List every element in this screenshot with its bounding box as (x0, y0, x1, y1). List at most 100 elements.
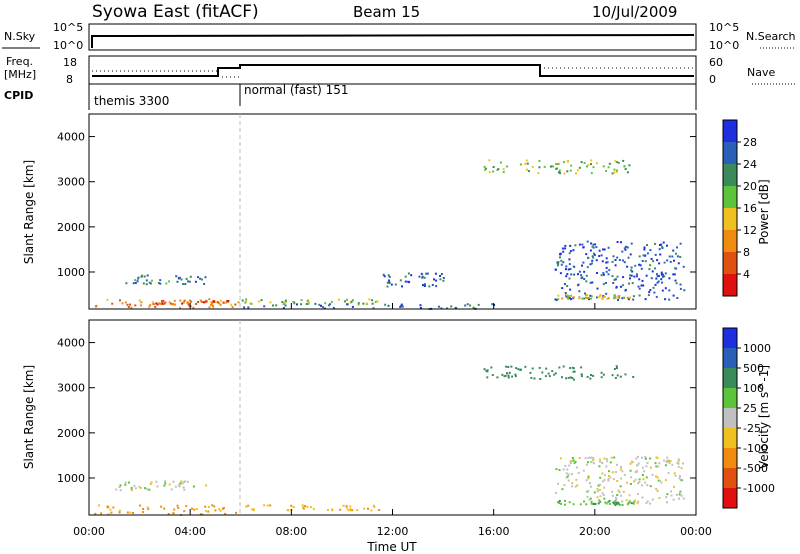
scatter-cell (524, 162, 527, 165)
y-tick-label: 2000 (57, 221, 85, 234)
scatter-cell (678, 477, 681, 480)
scatter-cell (642, 478, 645, 481)
scatter-cell (585, 503, 588, 506)
colorbar-swatch (723, 488, 737, 508)
scatter-cell (566, 468, 569, 471)
scatter-cell (634, 499, 636, 502)
scatter-cell (602, 165, 605, 168)
scatter-cell (580, 274, 583, 277)
scatter-cell (191, 507, 194, 510)
scatter-cell (260, 299, 263, 302)
scatter-cell (106, 298, 109, 301)
colorbar-swatch (723, 388, 737, 408)
scatter-cell (483, 165, 486, 168)
scatter-cell (185, 277, 188, 280)
scatter-cell (222, 507, 225, 510)
scatter-cell (383, 275, 386, 278)
scatter-cell (612, 282, 615, 284)
scatter-cell (559, 256, 561, 259)
scatter-cell (651, 473, 654, 476)
x-axis-label: Time UT (366, 540, 417, 554)
scatter-cell (362, 302, 365, 305)
scatter-cell (557, 482, 559, 485)
colorbar-label: 25 (743, 402, 757, 415)
scatter-cell (302, 507, 305, 510)
scatter-cell (558, 171, 560, 174)
scatter-cell (608, 162, 611, 165)
scatter-cell (339, 508, 342, 511)
scatter-cell (185, 505, 188, 508)
scatter-cell (566, 296, 569, 299)
scatter-cell (330, 300, 333, 303)
scatter-cell (571, 366, 574, 369)
scatter-cell (564, 247, 567, 250)
scatter-cell (654, 283, 657, 286)
scatter-cell (619, 485, 622, 488)
scatter-cell (590, 242, 593, 245)
scatter-cell (124, 301, 127, 304)
scatter-cell (565, 268, 567, 271)
scatter-cell (126, 303, 129, 306)
scatter-cell (584, 292, 586, 295)
scatter-cell (611, 275, 614, 278)
scatter-cell (219, 303, 222, 306)
scatter-cell (585, 463, 588, 466)
scatter-cell (547, 372, 550, 375)
scatter-cell (616, 367, 618, 369)
scatter-cell (507, 376, 510, 379)
scatter-cell (625, 245, 628, 248)
scatter-cell (387, 274, 390, 277)
scatter-cell (284, 304, 287, 307)
scatter-cell (502, 171, 505, 174)
scatter-cell (662, 241, 665, 244)
cpid-segment-2: normal (fast) 151 (244, 83, 348, 97)
scatter-cell (675, 282, 678, 285)
scatter-cell (212, 306, 215, 309)
scatter-cell (176, 504, 179, 507)
scatter-cell (178, 485, 181, 488)
scatter-cell (284, 299, 287, 302)
colorbar-swatch (723, 164, 737, 186)
scatter-cell (629, 296, 632, 299)
scatter-cell (607, 166, 610, 169)
scatter-cell (161, 302, 164, 305)
scatter-cell (628, 500, 631, 503)
scatter-cell (136, 280, 139, 283)
scatter-cell (590, 159, 593, 162)
scatter-cell (121, 302, 124, 305)
scatter-cell (115, 488, 118, 491)
scatter-cell (627, 298, 630, 301)
scatter-cell (672, 498, 675, 501)
scatter-cell (644, 457, 647, 460)
colorbar-label: -25 (743, 422, 761, 435)
scatter-cell (595, 162, 598, 165)
scatter-cell (282, 303, 285, 306)
scatter-cell (599, 483, 602, 486)
scatter-cell (563, 172, 566, 175)
scatter-cell (352, 299, 354, 302)
scatter-cell (144, 487, 146, 490)
x-tick-label: 08:00 (275, 525, 307, 538)
scatter-cell (163, 302, 166, 305)
scatter-cell (596, 496, 599, 499)
cpid-label: CPID (4, 89, 33, 102)
scatter-cell (617, 295, 620, 297)
x-tick-label: 20:00 (579, 525, 611, 538)
scatter-cell (629, 483, 632, 485)
cpid-panel: CPID themis 3300 normal (fast) 151 (4, 83, 697, 110)
station-title: Syowa East (fitACF) (92, 2, 259, 22)
scatter-cell (211, 504, 214, 507)
scatter-cell (659, 479, 661, 482)
scatter-cell (133, 484, 136, 487)
scatter-cell (347, 508, 350, 511)
scatter-cell (606, 261, 609, 264)
scatter-cell (272, 304, 274, 307)
scatter-cell (156, 485, 159, 488)
scatter-cell (190, 300, 193, 303)
scatter-cell (587, 256, 590, 259)
scatter-cell (168, 280, 171, 283)
scatter-cell (604, 282, 607, 284)
scatter-cell (378, 509, 381, 511)
scatter-cell (252, 508, 255, 511)
